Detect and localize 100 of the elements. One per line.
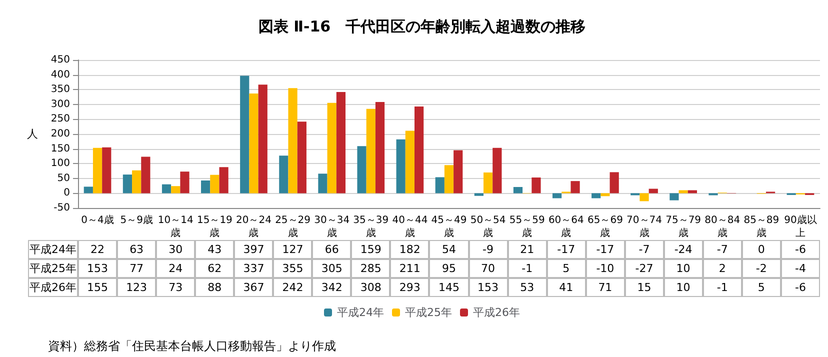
x-tick-label: 50～54歳 xyxy=(470,215,506,239)
data-label: 153 xyxy=(468,278,508,297)
bar xyxy=(375,102,385,194)
data-label: 77 xyxy=(117,259,156,278)
y-tick-label: 350 xyxy=(50,84,70,96)
legend-label: 平成26年 xyxy=(473,306,520,319)
bar xyxy=(483,172,493,194)
bar xyxy=(141,156,150,194)
text: 平成25年 xyxy=(30,262,76,275)
bar xyxy=(405,130,415,194)
data-label: 63 xyxy=(117,240,156,259)
data-label: -27 xyxy=(624,259,664,278)
data-label: 305 xyxy=(312,259,352,278)
y-tick-label: 150 xyxy=(50,143,70,154)
x-tick-label: 40～44歳 xyxy=(392,215,428,239)
bar xyxy=(688,190,697,194)
data-label: 2 xyxy=(702,259,742,278)
data-label: -7 xyxy=(702,240,742,259)
x-tick-label: 60～64歳 xyxy=(548,215,584,239)
bar xyxy=(132,170,142,194)
y-tick-label: 450 xyxy=(50,54,70,66)
bar xyxy=(366,108,376,194)
data-label: -6 xyxy=(780,240,820,259)
bar xyxy=(219,167,228,194)
data-label: 95 xyxy=(429,259,469,278)
bar xyxy=(327,102,336,194)
x-tick-label: 35～39歳 xyxy=(353,215,389,239)
bar xyxy=(435,177,444,194)
x-tick-label: 70～74歳 xyxy=(626,215,662,239)
data-label: 153 xyxy=(78,259,118,278)
legend-label: 平成24年 xyxy=(337,306,384,319)
y-tick-label: 250 xyxy=(50,114,70,125)
data-label: 88 xyxy=(195,278,234,297)
data-label: 43 xyxy=(195,240,234,259)
data-label: -1 xyxy=(702,278,742,297)
data-label: 159 xyxy=(351,240,390,259)
data-label: -24 xyxy=(664,240,703,259)
bar xyxy=(122,174,132,194)
bar xyxy=(513,186,523,194)
bar xyxy=(84,186,93,194)
data-label: -1 xyxy=(508,259,547,278)
data-label: 211 xyxy=(390,259,430,278)
data-label: 54 xyxy=(429,240,469,259)
bar xyxy=(171,186,180,194)
bar xyxy=(474,193,484,196)
data-label: 155 xyxy=(78,278,118,297)
bar xyxy=(610,172,619,194)
data-label: 41 xyxy=(546,278,586,297)
data-label: -6 xyxy=(780,278,820,297)
data-label: 397 xyxy=(234,240,274,259)
data-label: 337 xyxy=(234,259,274,278)
bar xyxy=(454,150,463,194)
x-tick-label: 20～24歳 xyxy=(236,215,272,239)
y-tick-label: 400 xyxy=(50,69,70,80)
data-label: 355 xyxy=(273,259,312,278)
data-label: 308 xyxy=(351,278,390,297)
bar xyxy=(162,184,172,194)
bar xyxy=(570,181,580,194)
bar xyxy=(297,122,306,194)
bar xyxy=(201,180,210,194)
y-tick-label: 200 xyxy=(50,128,70,140)
bar xyxy=(102,147,112,194)
bar xyxy=(492,148,502,194)
y-tick-label: -50 xyxy=(54,202,70,214)
data-label: 10 xyxy=(664,259,703,278)
data-label: 21 xyxy=(508,240,547,259)
bar xyxy=(444,165,454,194)
data-label: 62 xyxy=(195,259,234,278)
x-tick-label: 65～69歳 xyxy=(587,215,623,239)
data-label: 242 xyxy=(273,278,312,297)
data-label: 342 xyxy=(312,278,352,297)
y-tick-label: 300 xyxy=(50,98,70,110)
bar xyxy=(288,88,298,194)
y-tick-label: 0 xyxy=(64,188,70,199)
bar xyxy=(240,76,250,194)
bar xyxy=(678,190,688,194)
text: 平成26年 xyxy=(30,281,76,294)
data-label: -2 xyxy=(742,259,781,278)
data-label: -17 xyxy=(586,240,625,259)
bar xyxy=(318,174,328,194)
legend-label: 平成25年 xyxy=(405,306,452,319)
x-tick-label: 25～29歳 xyxy=(275,215,311,239)
bar xyxy=(357,146,366,194)
bar xyxy=(180,172,190,194)
data-label: -4 xyxy=(780,259,820,278)
data-label: 127 xyxy=(273,240,312,259)
x-tick-label: 30～34歳 xyxy=(314,215,350,239)
y-axis-title: 人 xyxy=(27,128,38,140)
x-tick-label: 75～79歳 xyxy=(666,215,702,239)
bar xyxy=(92,148,102,194)
data-label: 24 xyxy=(156,259,196,278)
data-label: 30 xyxy=(156,240,196,259)
x-tick-label: 85～89歳 xyxy=(744,215,780,239)
data-label: 22 xyxy=(78,240,118,259)
data-label: 70 xyxy=(468,259,508,278)
data-label: -9 xyxy=(468,240,508,259)
data-label: 123 xyxy=(117,278,156,297)
bar xyxy=(396,139,406,194)
x-tick-label: 0～4歳 xyxy=(81,214,114,226)
data-label: 71 xyxy=(586,278,625,297)
